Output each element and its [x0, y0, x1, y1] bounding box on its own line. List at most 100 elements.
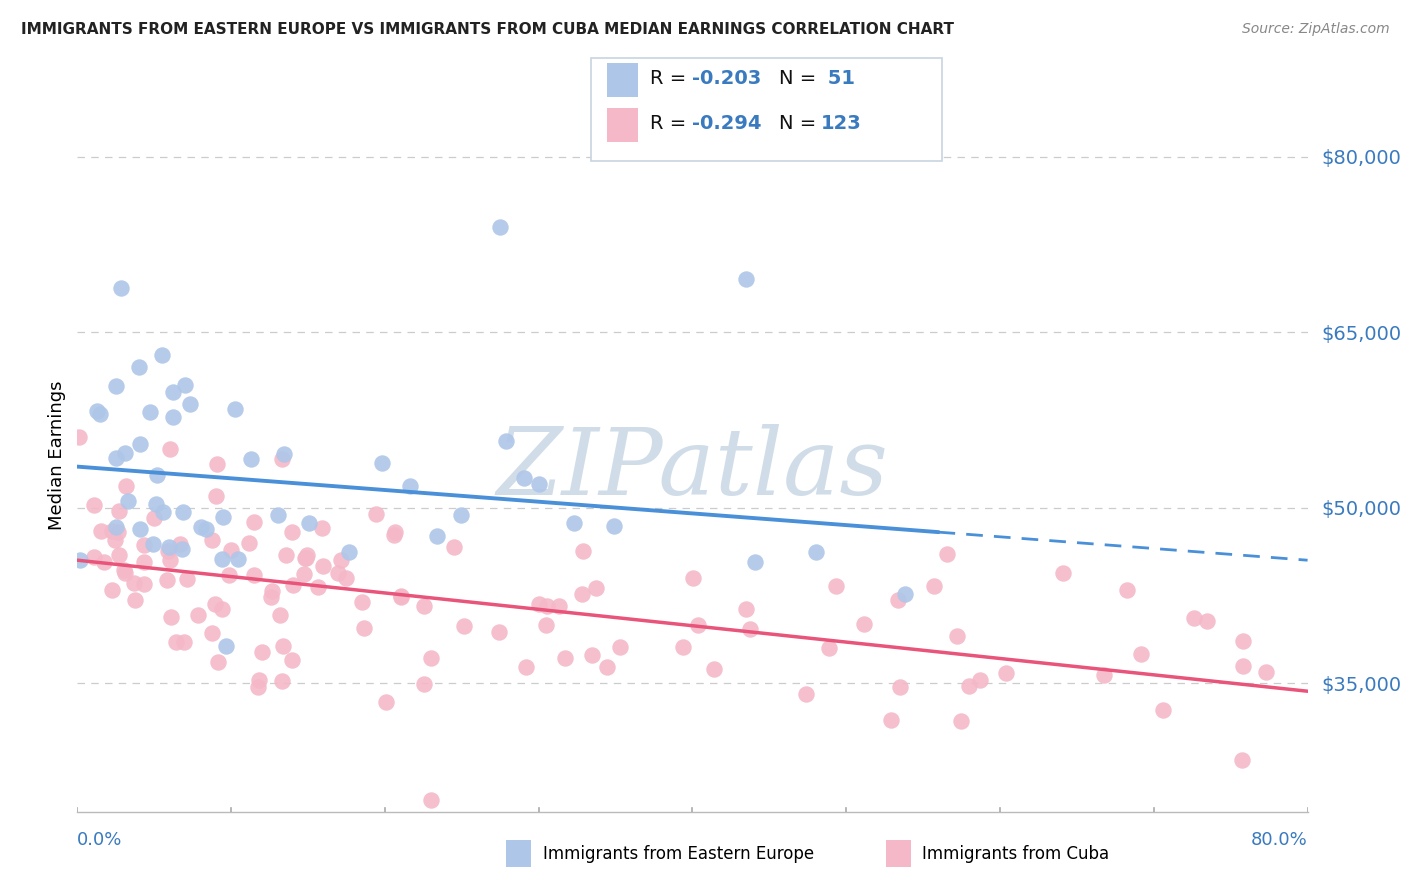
Point	[382, 528, 405, 542]
Point	[527, 477, 550, 491]
Point	[413, 599, 436, 614]
Point	[922, 579, 945, 593]
Text: Immigrants from Eastern Europe: Immigrants from Eastern Europe	[543, 845, 814, 863]
Point	[240, 451, 263, 466]
Point	[426, 529, 449, 543]
Point	[946, 629, 969, 643]
Point	[529, 597, 551, 611]
Point	[420, 650, 443, 665]
Text: 51: 51	[821, 69, 855, 87]
Point	[1230, 753, 1253, 767]
Point	[200, 626, 222, 640]
Point	[238, 536, 260, 550]
Point	[273, 447, 295, 461]
Point	[534, 618, 557, 632]
Point	[794, 687, 817, 701]
Point	[221, 542, 243, 557]
Text: -0.203: -0.203	[692, 69, 761, 87]
Point	[450, 508, 472, 522]
Point	[935, 547, 957, 561]
Point	[138, 405, 160, 419]
Point	[995, 665, 1018, 680]
Point	[603, 518, 626, 533]
Point	[211, 602, 233, 616]
Point	[146, 467, 169, 482]
Point	[271, 674, 294, 689]
Point	[201, 533, 224, 548]
Point	[260, 583, 283, 598]
Point	[353, 621, 375, 635]
Point	[1152, 703, 1174, 717]
Point	[1129, 648, 1152, 662]
Point	[249, 673, 271, 688]
Point	[740, 622, 762, 636]
Point	[298, 516, 321, 530]
Point	[160, 610, 183, 624]
Point	[211, 510, 233, 524]
Point	[83, 549, 105, 564]
Point	[307, 580, 329, 594]
Point	[295, 551, 318, 566]
Point	[204, 598, 226, 612]
Point	[218, 568, 240, 582]
Point	[152, 505, 174, 519]
Point	[269, 607, 291, 622]
Point	[105, 379, 128, 393]
Point	[495, 434, 517, 449]
Point	[1092, 668, 1115, 682]
Point	[894, 586, 917, 600]
Point	[969, 673, 991, 687]
Point	[389, 590, 412, 604]
Text: N =: N =	[779, 69, 823, 87]
Point	[609, 640, 631, 654]
Point	[69, 553, 91, 567]
Point	[100, 524, 122, 539]
Point	[672, 640, 695, 654]
Point	[339, 544, 361, 558]
Point	[115, 479, 138, 493]
Point	[252, 644, 274, 658]
Point	[412, 677, 434, 691]
Point	[489, 219, 512, 234]
Text: ZIPatlas: ZIPatlas	[496, 425, 889, 514]
Point	[243, 515, 266, 529]
Text: N =: N =	[779, 114, 823, 133]
Point	[267, 508, 290, 523]
Point	[294, 551, 316, 566]
Point	[112, 563, 135, 577]
Point	[114, 446, 136, 460]
Point	[399, 479, 422, 493]
Point	[243, 567, 266, 582]
Point	[330, 553, 353, 567]
Point	[374, 695, 396, 709]
Point	[226, 552, 249, 566]
Point	[108, 548, 131, 562]
Point	[170, 541, 193, 556]
Point	[129, 522, 152, 536]
Point	[274, 549, 297, 563]
Point	[260, 590, 283, 604]
Point	[143, 511, 166, 525]
Point	[889, 681, 911, 695]
Point	[124, 593, 146, 607]
Point	[572, 543, 595, 558]
Point	[581, 648, 603, 662]
Point	[122, 576, 145, 591]
Point	[215, 639, 238, 653]
Point	[165, 635, 187, 649]
Point	[682, 571, 704, 585]
Point	[247, 680, 270, 694]
Text: Immigrants from Cuba: Immigrants from Cuba	[922, 845, 1109, 863]
Point	[1052, 566, 1074, 580]
Point	[128, 360, 150, 375]
Point	[389, 589, 412, 603]
Text: R =: R =	[650, 114, 692, 133]
Point	[297, 548, 319, 562]
Text: 123: 123	[821, 114, 862, 133]
Point	[86, 404, 108, 418]
Point	[205, 457, 228, 471]
Point	[159, 540, 181, 554]
Point	[104, 520, 127, 534]
Point	[195, 522, 218, 536]
Point	[159, 553, 181, 567]
